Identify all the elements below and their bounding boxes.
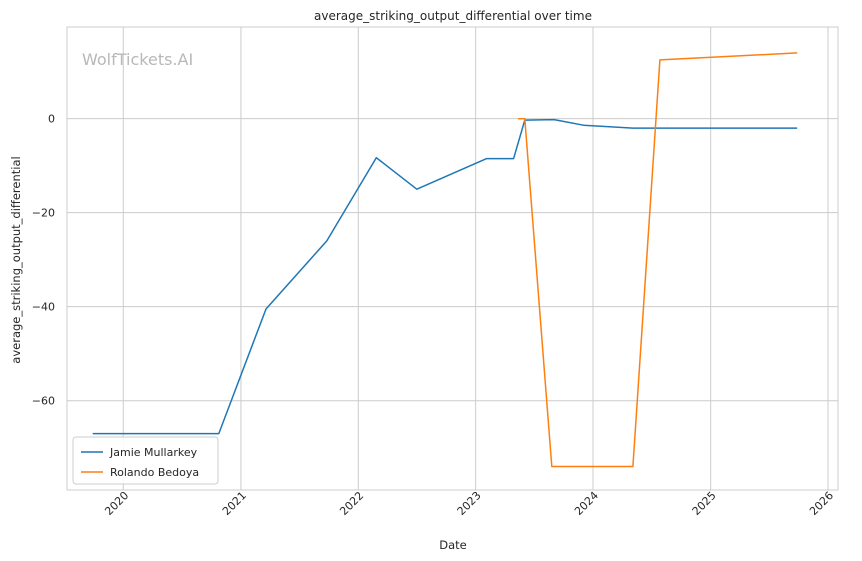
y-tick-labels: 0 −20 −40 −60 — [32, 113, 55, 408]
y-tick-label: −40 — [32, 301, 55, 314]
series-line-rolando-bedoya — [518, 52, 798, 468]
grid — [67, 27, 838, 490]
chart-title: average_striking_output_differential ove… — [314, 9, 592, 23]
watermark: WolfTickets.AI — [82, 50, 193, 69]
legend-label-rolando-bedoya: Rolando Bedoya — [110, 466, 199, 479]
legend-label-jamie-mullarkey: Jamie Mullarkey — [109, 446, 198, 459]
y-tick-label: −20 — [32, 207, 55, 220]
y-tick-label: −60 — [32, 395, 55, 408]
x-axis-label: Date — [439, 538, 467, 552]
legend: Jamie Mullarkey Rolando Bedoya — [72, 436, 219, 485]
y-axis-label: average_striking_output_differential — [9, 156, 23, 363]
legend-box — [72, 436, 219, 485]
y-tick-label: 0 — [48, 113, 55, 126]
series-line-jamie-mullarkey — [92, 118, 798, 435]
plot-frame — [66, 26, 839, 491]
series-lines — [92, 52, 798, 468]
